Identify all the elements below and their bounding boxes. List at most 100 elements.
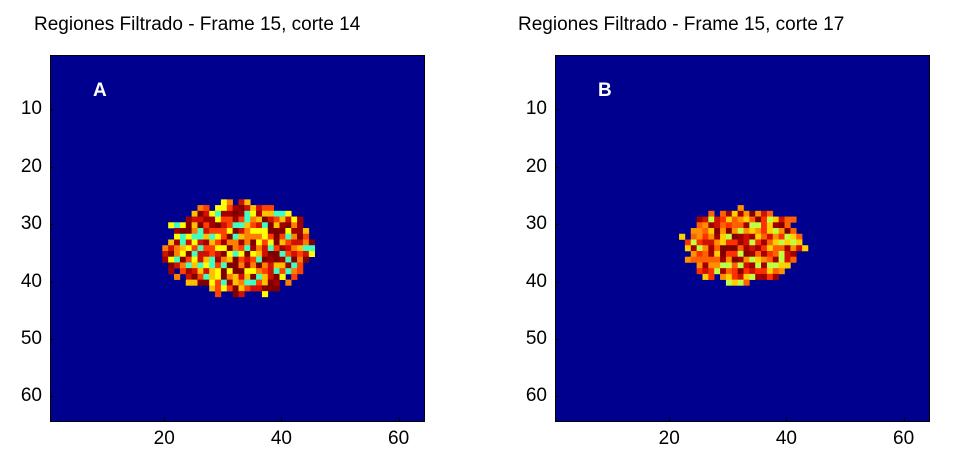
heatmap-cell — [226, 222, 233, 229]
heatmap-cell — [790, 216, 797, 223]
chart-panel-a: Regiones Filtrado - Frame 15, corte 14 A… — [20, 14, 425, 449]
heatmap-cell — [708, 210, 715, 217]
heatmap-cell — [238, 273, 245, 280]
heatmap-cell — [743, 256, 750, 263]
heatmap-cell — [238, 199, 245, 206]
heatmap-cell — [731, 233, 738, 240]
heatmap-cell — [244, 256, 251, 263]
heatmap-cell — [179, 250, 187, 258]
x-tick-mark — [903, 417, 905, 421]
heatmap-cell — [256, 233, 263, 240]
heatmap-cell — [209, 216, 216, 223]
heatmap-cell — [749, 262, 756, 269]
heatmap-cell — [185, 250, 192, 258]
heatmap-cells — [679, 205, 809, 286]
y-tick-label: 50 — [20, 327, 42, 349]
heatmap-cell — [778, 239, 785, 246]
heatmap-cell — [185, 222, 192, 229]
heatmap-cell — [209, 256, 216, 263]
x-tick-mark — [669, 417, 671, 421]
heatmap-cell — [209, 250, 216, 258]
heatmap-cell — [226, 239, 233, 246]
y-tick-mark — [50, 338, 54, 340]
heatmap-cell — [766, 222, 774, 229]
heatmap-cell — [737, 233, 744, 240]
heatmap-cell — [297, 233, 304, 240]
heatmap-cell — [749, 239, 756, 246]
heatmap-cell — [708, 228, 715, 235]
heatmap-cell — [244, 262, 251, 269]
heatmap-cell — [232, 210, 239, 217]
heatmap-cell — [749, 268, 756, 275]
heatmap-cell — [174, 245, 181, 252]
heatmap-cell — [215, 245, 222, 252]
heatmap-cell — [261, 279, 269, 286]
heatmap-cell — [256, 205, 263, 212]
heatmap-cell — [766, 268, 774, 275]
heatmap-cell — [197, 216, 204, 223]
x-tick-mark — [398, 417, 400, 421]
heatmap-cell — [702, 228, 709, 235]
heatmap-cell — [244, 239, 251, 246]
heatmap-cell — [238, 205, 245, 212]
heatmap-cell — [761, 228, 768, 235]
y-tick-mark — [50, 166, 54, 168]
heatmap-cell — [297, 222, 304, 229]
chart-panel-b: Regiones Filtrado - Frame 15, corte 17 B… — [488, 0, 976, 453]
heatmap-cell — [250, 268, 257, 275]
heatmap-cell — [772, 245, 779, 252]
heatmap-cell — [737, 262, 744, 269]
heatmap-cell — [714, 233, 721, 240]
heatmap-cell — [720, 228, 727, 235]
heatmap-cell — [743, 228, 750, 235]
heatmap-cell — [220, 216, 228, 223]
heatmap-cell — [766, 216, 774, 223]
heatmap-cell — [761, 273, 768, 280]
heatmap-cell — [232, 262, 239, 269]
heatmap-cell — [209, 273, 216, 280]
heatmap-cell — [790, 256, 797, 263]
heatmap-cell — [778, 262, 785, 269]
y-tick-label: 30 — [20, 213, 42, 235]
panel-label: A — [93, 80, 107, 101]
heatmap-cell — [197, 233, 204, 240]
heatmap-cell — [285, 245, 292, 252]
heatmap-cell — [696, 233, 703, 240]
heatmap-cell — [796, 245, 803, 252]
heatmap-cell — [209, 239, 216, 246]
heatmap-cell — [185, 216, 192, 223]
x-tick-label: 40 — [775, 428, 798, 449]
heatmap-cell — [690, 256, 697, 263]
x-tick-label: 60 — [388, 428, 410, 449]
heatmap-cell — [244, 216, 251, 223]
heatmap-cell — [784, 228, 791, 235]
heatmap-cell — [203, 228, 210, 235]
heatmap-cell — [226, 279, 233, 286]
heatmap-cell — [197, 256, 204, 263]
heatmap-cell — [302, 239, 310, 246]
heatmap-cell — [215, 222, 222, 229]
heatmap-cell — [261, 262, 269, 269]
heatmap-cell — [297, 239, 304, 246]
heatmap-cell — [238, 250, 245, 258]
heatmap-plot-area: A — [50, 55, 425, 422]
heatmap-cell — [690, 245, 697, 252]
heatmap-cell — [297, 216, 304, 223]
heatmap-cell — [256, 262, 263, 269]
heatmap-cell — [267, 205, 274, 212]
heatmap-cell — [766, 239, 774, 246]
heatmap-cell — [232, 239, 239, 246]
heatmap-cell — [168, 268, 175, 275]
heatmap-cell — [761, 250, 768, 258]
heatmap-cell — [232, 256, 239, 263]
heatmap-cell — [790, 233, 797, 240]
heatmap-cell — [731, 239, 738, 246]
heatmap-cell — [250, 273, 257, 280]
heatmap-cell — [209, 268, 216, 275]
heatmap-cell — [273, 273, 280, 280]
heatmap-cell — [291, 222, 298, 229]
heatmap-cell — [772, 268, 779, 275]
heatmap-cell — [761, 256, 768, 263]
heatmap-cell — [203, 222, 210, 229]
heatmap-cell — [708, 222, 715, 229]
